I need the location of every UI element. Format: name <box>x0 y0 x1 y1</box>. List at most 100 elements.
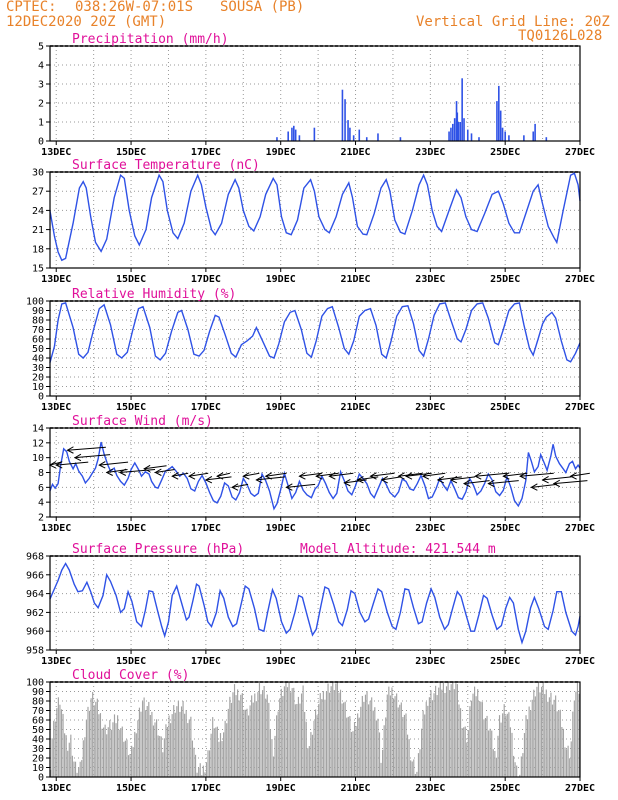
cloud-bar <box>508 712 510 777</box>
x-tick-label: 19DEC <box>266 523 296 534</box>
panel-precip: 0 1 2 3 4 5 13DEC 15DEC 17DEC 19DEC 21DEC 23DEC 25DE… <box>38 32 595 158</box>
precip-bar <box>358 129 361 141</box>
cloud-bar <box>160 736 162 777</box>
cloud-bar <box>194 754 197 777</box>
y-tick-label: 24 <box>32 206 44 217</box>
cloud-bar <box>528 706 530 777</box>
y-tick-label: 2 <box>38 513 44 524</box>
cloud-bar <box>163 738 165 777</box>
cloud-bar <box>500 722 502 777</box>
x-tick-label: 15DEC <box>116 402 146 413</box>
cloud-bar <box>319 693 321 777</box>
cloud-bar <box>294 704 296 777</box>
cloud-bar <box>257 692 259 777</box>
cloud-bar <box>176 706 178 777</box>
cloud-bar <box>472 693 474 777</box>
cloud-bar <box>247 715 250 777</box>
y-tick-label: 0 <box>38 137 44 148</box>
cloud-bar <box>477 689 479 777</box>
wind-arrow <box>144 465 167 470</box>
x-tick-label: 25DEC <box>490 523 520 534</box>
cloud-bar <box>427 705 429 777</box>
panel-frame <box>49 171 581 269</box>
cloud-bar <box>92 692 94 777</box>
cloud-bar <box>558 710 560 777</box>
cloud-bar <box>145 710 147 777</box>
x-tick-label: 25DEC <box>490 783 520 794</box>
datetime-label: 12DEC2020 20Z (GMT) <box>6 14 167 30</box>
cloud-bar <box>204 772 206 777</box>
cloud-bar <box>127 755 130 777</box>
cloud-bar <box>350 731 353 777</box>
cloud-bar <box>414 773 416 777</box>
cloud-bar <box>174 712 176 777</box>
panel-title: Surface Wind (m/s) <box>72 414 213 429</box>
cloud-bar <box>396 693 398 777</box>
cloud-bar <box>293 687 295 777</box>
wind-arrowhead <box>343 478 351 487</box>
y-tick-label: 30 <box>32 168 44 179</box>
cloud-bar <box>539 692 541 777</box>
precip-bar <box>347 120 349 141</box>
y-tick-label: 0 <box>38 773 44 784</box>
x-tick-label: 25DEC <box>490 274 520 285</box>
precip-bar <box>508 135 510 141</box>
panel-title: Precipitation (mm/h) <box>72 32 229 47</box>
cloud-bar <box>233 684 236 777</box>
cloud-bar <box>525 715 527 777</box>
y-tick-label: 964 <box>26 589 44 600</box>
cloud-bar <box>367 704 370 777</box>
cloud-bar <box>572 711 574 777</box>
y-tick-label: 4 <box>38 498 44 509</box>
wind-arrow <box>286 483 316 488</box>
cloud-bar <box>366 691 368 777</box>
cloud-bar <box>438 687 440 777</box>
cloud-bar <box>413 759 415 777</box>
cloud-bar <box>237 689 239 777</box>
y-tick-label: 20 <box>32 373 44 384</box>
cloud-bar <box>123 741 125 777</box>
y-tick-label: 960 <box>26 627 44 638</box>
cloud-bar <box>53 720 55 777</box>
y-tick-label: 962 <box>26 608 44 619</box>
x-tick-label: 23DEC <box>415 147 445 158</box>
cloud-bar <box>355 726 357 777</box>
cloud-bar <box>405 713 407 777</box>
cloud-bar <box>361 695 363 777</box>
x-tick-label: 19DEC <box>266 147 296 158</box>
cloud-bar <box>82 740 84 777</box>
x-tick-label: 17DEC <box>191 147 221 158</box>
cloud-bar <box>533 689 535 777</box>
cloud-bar <box>353 722 356 777</box>
wind-arrowhead <box>369 472 377 480</box>
cloud-bar <box>403 714 406 777</box>
cloud-bar <box>132 747 134 777</box>
cloud-bar <box>534 696 536 777</box>
rh-series-line <box>49 302 581 363</box>
cloud-bar <box>347 716 349 777</box>
cloud-bar <box>325 691 328 777</box>
precip-bar <box>457 122 460 141</box>
cloud-bar <box>93 705 95 777</box>
cloud-bar <box>461 728 463 777</box>
wind-arrowhead <box>264 472 272 480</box>
cloud-bar <box>321 699 323 777</box>
precip-bar <box>498 85 500 141</box>
cloud-bar <box>453 689 455 777</box>
cloud-bar <box>559 709 561 777</box>
x-tick-label: 27DEC <box>565 274 595 285</box>
cloud-bar <box>215 727 217 777</box>
cloud-bar <box>344 701 346 777</box>
wind-arrow <box>422 472 446 477</box>
cloud-bar <box>177 700 179 777</box>
cloud-bar <box>57 697 59 777</box>
cloud-bar <box>179 711 181 777</box>
wind-arrowhead <box>105 468 113 476</box>
x-tick-label: 19DEC <box>266 402 296 413</box>
cloud-bar <box>241 693 243 777</box>
x-tick-label: 15DEC <box>116 523 146 534</box>
cloud-bar <box>463 727 465 777</box>
wind-arrow <box>265 472 287 477</box>
cloud-bar <box>372 710 374 777</box>
